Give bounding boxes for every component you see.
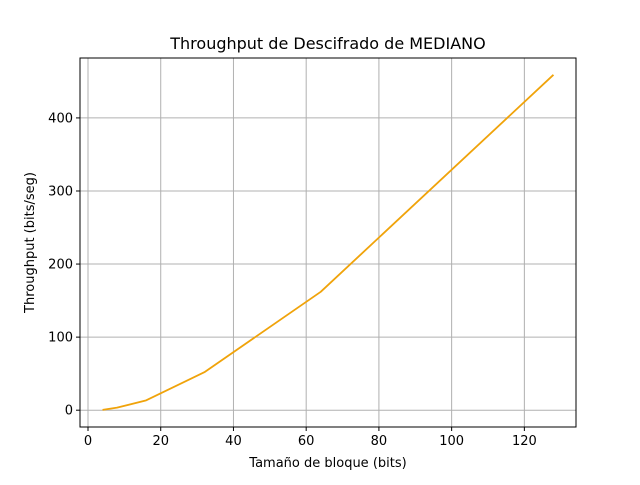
series-line-0 <box>102 74 555 411</box>
data-point <box>320 291 322 293</box>
y-axis-label: Throughput (bits/seg) <box>23 172 38 314</box>
data-point <box>553 74 555 76</box>
x-tick-label: 40 <box>225 434 242 449</box>
x-tick-label: 120 <box>512 434 537 449</box>
data-point <box>203 371 205 373</box>
x-tick-label: 0 <box>84 434 92 449</box>
y-tick-label: 0 <box>65 404 73 419</box>
y-tick-label: 300 <box>48 184 73 199</box>
data-point <box>102 409 104 411</box>
plot-frame <box>79 57 577 428</box>
x-tick-label: 60 <box>298 434 315 449</box>
series-layer <box>102 74 555 411</box>
x-tick-label: 100 <box>439 434 464 449</box>
grid-layer <box>80 58 576 427</box>
x-tick-label: 80 <box>371 434 388 449</box>
data-point <box>116 407 118 409</box>
x-tick-label: 20 <box>152 434 169 449</box>
chart-title: Throughput de Descifrado de MEDIANO <box>169 34 485 53</box>
y-tick-label: 400 <box>48 111 73 126</box>
y-tick-label: 100 <box>48 331 73 346</box>
data-point <box>145 399 147 401</box>
y-tick-label: 200 <box>48 258 73 273</box>
tick-layer: 0 20 40 60 80 100 120 0 100 200 300 400 <box>48 111 537 449</box>
x-axis-label: Tamaño de bloque (bits) <box>248 456 406 471</box>
